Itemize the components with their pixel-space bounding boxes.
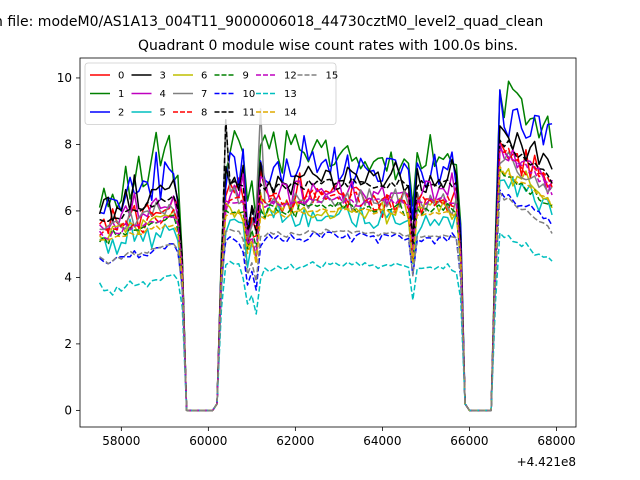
chart-title: Quadrant 0 module wise count rates with … (138, 38, 518, 54)
legend-label-2: 2 (118, 108, 124, 119)
legend-box (84, 62, 337, 125)
y-tick-label: 4 (64, 270, 72, 284)
series-line-8 (99, 147, 553, 412)
x-offset-label: +4.421e8 (517, 455, 576, 469)
legend-label-13: 13 (284, 89, 297, 100)
legend-label-10: 10 (243, 89, 256, 100)
legend-label-11: 11 (243, 108, 256, 119)
x-tick-label: 58000 (102, 434, 140, 448)
y-tick-label: 8 (64, 137, 72, 151)
legend-label-4: 4 (160, 89, 166, 100)
x-tick-label: 66000 (450, 434, 488, 448)
figure-title: n file: modeM0/AS1A13_004T11_9000006018_… (0, 14, 543, 30)
series-line-9 (99, 167, 553, 412)
x-tick-label: 60000 (189, 434, 227, 448)
x-tick-label: 64000 (363, 434, 401, 448)
y-tick-label: 0 (64, 403, 72, 417)
y-tick-label: 10 (57, 71, 72, 85)
legend-label-15: 15 (326, 71, 339, 82)
legend-label-7: 7 (201, 89, 207, 100)
legend-label-3: 3 (160, 71, 166, 82)
series-lines (98, 80, 553, 412)
series-line-15 (99, 191, 553, 412)
y-tick-label: 2 (64, 337, 72, 351)
legend-label-5: 5 (160, 108, 166, 119)
legend-label-12: 12 (284, 71, 297, 82)
legend-label-6: 6 (201, 71, 207, 82)
y-tick-label: 6 (64, 204, 72, 218)
plot-frame (79, 57, 577, 428)
legend-label-1: 1 (118, 89, 124, 100)
legend-label-9: 9 (243, 71, 249, 82)
legend-label-8: 8 (201, 108, 207, 119)
legend-label-14: 14 (284, 108, 297, 119)
x-tick-label: 62000 (276, 434, 314, 448)
x-tick-label: 68000 (537, 434, 575, 448)
legend-label-0: 0 (118, 71, 124, 82)
